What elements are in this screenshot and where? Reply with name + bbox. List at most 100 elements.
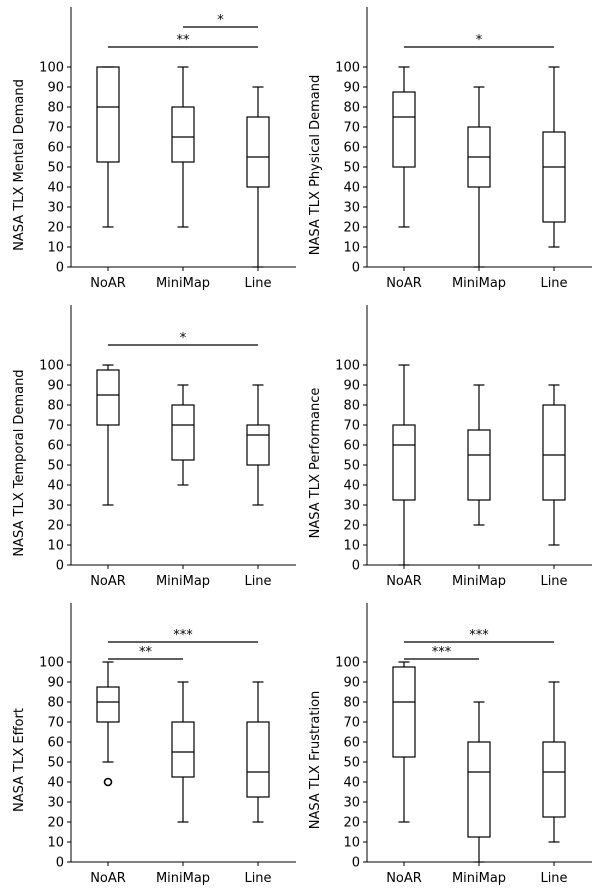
chart-panel-4: 0 10 20 30 40 50 60 70 80 90 100 NASA TLX Performan… bbox=[308, 305, 592, 589]
y-tick-label: 70 bbox=[47, 121, 64, 136]
box-Line bbox=[542, 384, 566, 546]
y-tick-label: 100 bbox=[39, 61, 64, 76]
y-tick-label: 90 bbox=[343, 81, 360, 96]
y-tick-label: 70 bbox=[343, 716, 360, 731]
y-tick-label: 50 bbox=[343, 161, 360, 176]
box-Line bbox=[542, 66, 566, 248]
x-tick-label: Line bbox=[540, 574, 567, 589]
box-MiniMap bbox=[467, 384, 491, 526]
y-tick-label: 90 bbox=[343, 379, 360, 394]
x-tick-label: MiniMap bbox=[452, 871, 506, 886]
y-axis-title: NASA TLX Frustration bbox=[308, 691, 323, 830]
iqr-box bbox=[542, 131, 566, 223]
y-tick-label: 70 bbox=[343, 419, 360, 434]
y-tick-label: 40 bbox=[343, 479, 360, 494]
chart-panel-5: 0 10 20 30 40 50 60 70 80 90 100 NASA TLX Effort NoA… bbox=[12, 603, 296, 886]
y-tick-label: 60 bbox=[343, 141, 360, 156]
significance-label: * bbox=[217, 13, 224, 28]
y-tick-label: 60 bbox=[47, 141, 64, 156]
x-tick-label: MiniMap bbox=[452, 276, 506, 291]
box-Line bbox=[246, 86, 270, 268]
y-tick-label: 20 bbox=[343, 816, 360, 831]
y-tick-label: 10 bbox=[47, 836, 64, 851]
y-tick-label: 0 bbox=[56, 856, 64, 871]
y-tick-label: 80 bbox=[343, 696, 360, 711]
significance-label: ** bbox=[139, 645, 153, 660]
y-tick-label: 80 bbox=[47, 101, 64, 116]
y-tick-label: 90 bbox=[47, 81, 64, 96]
y-tick-label: 10 bbox=[47, 539, 64, 554]
y-tick-label: 20 bbox=[47, 519, 64, 534]
y-tick-label: 20 bbox=[47, 816, 64, 831]
chart-panel-2: 0 10 20 30 40 50 60 70 80 90 100 NASA TLX Physical … bbox=[308, 7, 592, 291]
iqr-box bbox=[392, 91, 416, 168]
y-axis-title: NASA TLX Performance bbox=[308, 388, 323, 539]
y-tick-label: 20 bbox=[47, 221, 64, 236]
box-Line bbox=[542, 681, 566, 843]
x-tick-label: NoAR bbox=[386, 276, 422, 291]
iqr-box bbox=[467, 741, 491, 838]
iqr-box bbox=[542, 741, 566, 818]
y-tick-label: 70 bbox=[47, 419, 64, 434]
y-tick-label: 70 bbox=[47, 716, 64, 731]
y-tick-label: 10 bbox=[47, 241, 64, 256]
y-tick-label: 0 bbox=[56, 559, 64, 574]
y-tick-label: 60 bbox=[47, 439, 64, 454]
y-tick-label: 50 bbox=[47, 756, 64, 771]
iqr-box bbox=[542, 404, 566, 501]
y-tick-label: 80 bbox=[343, 101, 360, 116]
box-MiniMap bbox=[171, 66, 195, 228]
y-tick-label: 40 bbox=[47, 181, 64, 196]
iqr-box bbox=[96, 686, 120, 723]
y-tick-label: 0 bbox=[56, 261, 64, 276]
y-tick-label: 50 bbox=[47, 161, 64, 176]
box-NoAR bbox=[96, 66, 120, 228]
iqr-box bbox=[246, 116, 270, 188]
x-tick-label: NoAR bbox=[90, 574, 126, 589]
chart-panel-6: 0 10 20 30 40 50 60 70 80 90 100 NASA TLX Frustrati… bbox=[308, 603, 592, 886]
significance-label: * bbox=[476, 33, 483, 48]
iqr-box bbox=[171, 404, 195, 461]
box-NoAR bbox=[392, 364, 416, 566]
y-axis-title: NASA TLX Temporal Demand bbox=[12, 369, 27, 556]
x-tick-label: NoAR bbox=[90, 871, 126, 886]
y-tick-label: 30 bbox=[47, 796, 64, 811]
y-tick-label: 100 bbox=[39, 359, 64, 374]
y-tick-label: 50 bbox=[47, 459, 64, 474]
y-axis-title: NASA TLX Physical Demand bbox=[308, 75, 323, 256]
y-tick-label: 90 bbox=[343, 676, 360, 691]
y-tick-label: 100 bbox=[335, 656, 360, 671]
y-tick-label: 30 bbox=[343, 796, 360, 811]
x-tick-label: MiniMap bbox=[452, 574, 506, 589]
iqr-box bbox=[96, 369, 120, 426]
y-tick-label: 10 bbox=[343, 241, 360, 256]
iqr-box bbox=[96, 66, 120, 163]
y-tick-label: 20 bbox=[343, 519, 360, 534]
x-tick-label: MiniMap bbox=[156, 871, 210, 886]
y-tick-label: 100 bbox=[39, 656, 64, 671]
significance-label: *** bbox=[173, 628, 193, 643]
y-tick-label: 0 bbox=[352, 261, 360, 276]
box-NoAR bbox=[96, 661, 120, 787]
box-MiniMap bbox=[467, 86, 491, 268]
x-tick-label: MiniMap bbox=[156, 276, 210, 291]
significance-label: *** bbox=[432, 645, 452, 660]
y-tick-label: 20 bbox=[343, 221, 360, 236]
box-MiniMap bbox=[171, 681, 195, 823]
y-tick-label: 30 bbox=[47, 201, 64, 216]
y-tick-label: 60 bbox=[47, 736, 64, 751]
significance-label: *** bbox=[469, 628, 489, 643]
y-tick-label: 60 bbox=[343, 736, 360, 751]
iqr-box bbox=[392, 666, 416, 758]
x-tick-label: Line bbox=[540, 276, 567, 291]
y-tick-label: 40 bbox=[343, 776, 360, 791]
box-NoAR bbox=[392, 661, 416, 823]
iqr-box bbox=[246, 721, 270, 798]
y-tick-label: 80 bbox=[343, 399, 360, 414]
y-tick-label: 50 bbox=[343, 459, 360, 474]
box-MiniMap bbox=[467, 701, 491, 863]
chart-panel-3: 0 10 20 30 40 50 60 70 80 90 100 NASA TLX Temporal … bbox=[12, 305, 296, 589]
x-tick-label: Line bbox=[244, 276, 271, 291]
x-tick-label: Line bbox=[540, 871, 567, 886]
